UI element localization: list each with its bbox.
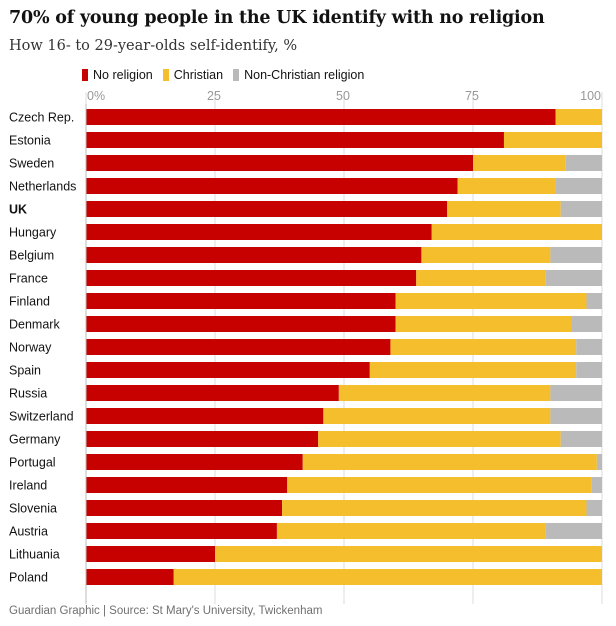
category-label-hungary: Hungary (9, 226, 57, 240)
bar-no-religion-france (86, 270, 417, 286)
bar-christian-estonia (503, 132, 602, 148)
legend-swatch-non-christian (233, 69, 240, 81)
source-footer: Guardian Graphic | Source: St Mary's Uni… (9, 605, 323, 617)
category-label-germany: Germany (9, 433, 61, 447)
bar-christian-ireland (287, 477, 592, 493)
bar-christian-lithuania (215, 546, 602, 562)
bar-non-christian-russia (550, 385, 602, 401)
bar-no-religion-spain (86, 362, 370, 378)
bar-no-religion-czech-rep (86, 109, 556, 125)
legend-swatch-christian (162, 69, 169, 81)
category-label-norway: Norway (9, 341, 52, 355)
chart-title: 70% of young people in the UK identify w… (9, 8, 545, 28)
bar-christian-switzerland (323, 408, 551, 424)
category-label-lithuania: Lithuania (9, 548, 60, 562)
bar-christian-france (416, 270, 546, 286)
legend-item-christian: Christian (162, 68, 224, 82)
bar-no-religion-uk (86, 201, 448, 217)
legend-label-christian: Christian (173, 68, 224, 82)
bar-no-religion-belgium (86, 247, 422, 263)
bar-christian-germany (318, 431, 561, 447)
category-label-slovenia: Slovenia (9, 502, 57, 516)
bar-non-christian-france (545, 270, 602, 286)
category-label-denmark: Denmark (9, 318, 60, 332)
bar-no-religion-netherlands (86, 178, 458, 194)
category-label-belgium: Belgium (9, 249, 54, 263)
chart-subtitle: How 16- to 29-year-olds self-identify, % (9, 38, 298, 54)
bar-non-christian-spain (576, 362, 602, 378)
bar-non-christian-norway (576, 339, 602, 355)
bar-no-religion-lithuania (86, 546, 215, 562)
bar-christian-czech-rep (555, 109, 602, 125)
bar-no-religion-denmark (86, 316, 396, 332)
bar-no-religion-norway (86, 339, 391, 355)
legend-label-no-religion: No religion (93, 68, 153, 82)
bar-christian-austria (276, 523, 546, 539)
category-label-russia: Russia (9, 387, 47, 401)
bar-non-christian-slovenia (586, 500, 602, 516)
category-label-spain: Spain (9, 364, 41, 378)
category-label-portugal: Portugal (9, 456, 56, 470)
category-label-france: France (9, 272, 48, 286)
bar-christian-spain (369, 362, 577, 378)
bar-christian-belgium (421, 247, 551, 263)
x-tick-label-25: 25 (207, 89, 221, 103)
bar-non-christian-switzerland (550, 408, 602, 424)
category-label-czech-rep: Czech Rep. (9, 111, 74, 125)
bar-christian-denmark (395, 316, 572, 332)
category-label-ireland: Ireland (9, 479, 47, 493)
bar-non-christian-denmark (571, 316, 602, 332)
bar-christian-poland (173, 569, 602, 585)
bar-non-christian-portugal (596, 454, 602, 470)
bar-non-christian-sweden (565, 155, 602, 171)
category-label-estonia: Estonia (9, 134, 51, 148)
legend: No religion Christian Non-Christian reli… (82, 68, 374, 82)
bar-no-religion-ireland (86, 477, 288, 493)
bar-no-religion-estonia (86, 132, 504, 148)
bar-christian-norway (390, 339, 577, 355)
bar-no-religion-slovenia (86, 500, 283, 516)
bar-no-religion-germany (86, 431, 319, 447)
bar-christian-sweden (473, 155, 566, 171)
bar-no-religion-finland (86, 293, 396, 309)
legend-label-non-christian: Non-Christian religion (244, 68, 365, 82)
x-tick-label-50: 50 (336, 89, 350, 103)
bar-no-religion-hungary (86, 224, 432, 240)
bar-no-religion-russia (86, 385, 339, 401)
category-label-uk: UK (9, 203, 27, 217)
bar-no-religion-portugal (86, 454, 303, 470)
category-label-poland: Poland (9, 571, 48, 585)
x-tick-label-0: 0% (87, 89, 105, 103)
x-tick-label-75: 75 (465, 89, 479, 103)
legend-item-no-religion: No religion (82, 68, 153, 82)
bar-christian-uk (447, 201, 561, 217)
bar-christian-slovenia (282, 500, 587, 516)
stacked-bar-chart: 0% 25 50 75 100 Czech Rep. Estonia Sweden Nether… (9, 89, 603, 604)
x-tick-label-100: 100 (580, 89, 601, 103)
bar-christian-hungary (431, 224, 602, 240)
bar-no-religion-switzerland (86, 408, 324, 424)
bar-christian-russia (338, 385, 551, 401)
bar-non-christian-germany (560, 431, 602, 447)
bar-non-christian-austria (545, 523, 602, 539)
category-label-finland: Finland (9, 295, 50, 309)
category-label-switzerland: Switzerland (9, 410, 74, 424)
bar-non-christian-netherlands (555, 178, 602, 194)
bar-christian-finland (395, 293, 587, 309)
bar-non-christian-belgium (550, 247, 602, 263)
category-label-austria: Austria (9, 525, 48, 539)
bar-non-christian-uk (560, 201, 602, 217)
bar-christian-portugal (302, 454, 597, 470)
bar-christian-netherlands (457, 178, 556, 194)
category-label-sweden: Sweden (9, 157, 54, 171)
bar-non-christian-finland (586, 293, 602, 309)
legend-item-non-christian: Non-Christian religion (233, 68, 364, 82)
category-label-netherlands: Netherlands (9, 180, 76, 194)
bar-no-religion-austria (86, 523, 277, 539)
bar-no-religion-poland (86, 569, 174, 585)
bar-non-christian-ireland (591, 477, 602, 493)
bar-no-religion-sweden (86, 155, 473, 171)
legend-swatch-no-religion (82, 69, 88, 81)
